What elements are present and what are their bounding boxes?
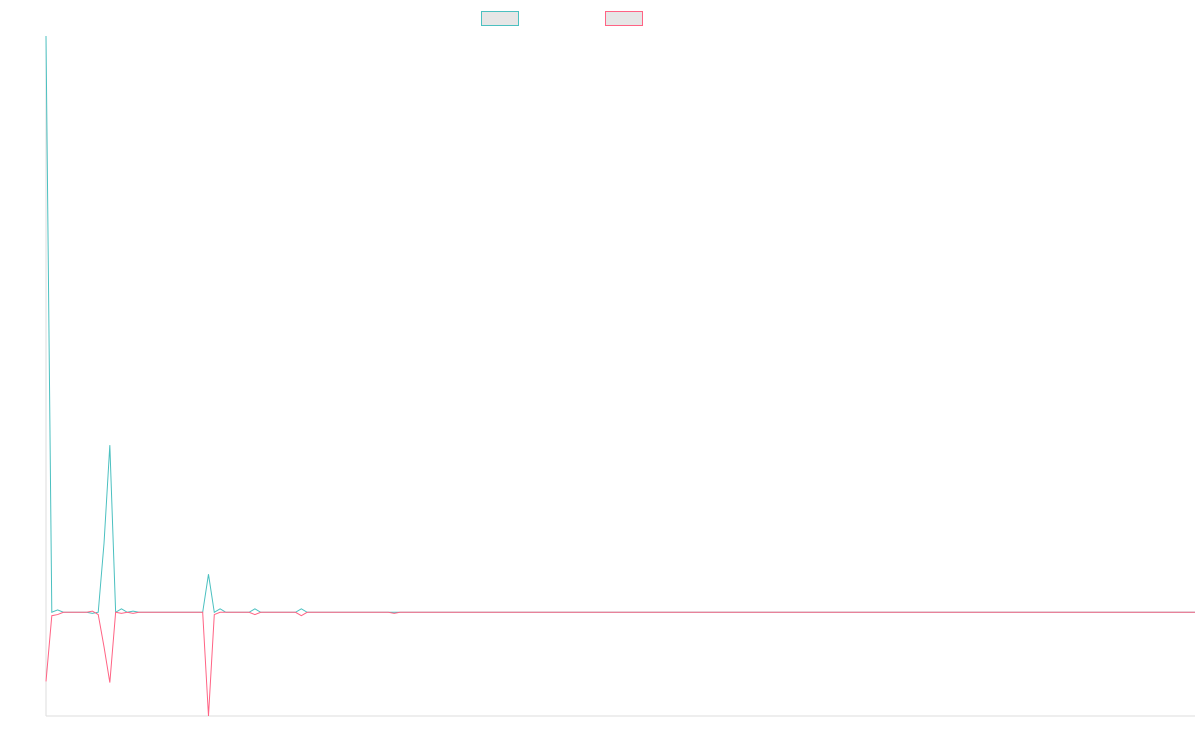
legend-item-series-1[interactable] (481, 9, 525, 27)
series-line-2[interactable] (45, 610, 1195, 717)
legend (0, 9, 1200, 27)
legend-item-series-2[interactable] (605, 9, 649, 27)
series-line-1[interactable] (45, 35, 1195, 614)
series-group (45, 35, 1195, 717)
legend-swatch-series-2 (605, 10, 643, 26)
legend-swatch-series-1 (481, 10, 519, 26)
axes (45, 36, 1195, 717)
